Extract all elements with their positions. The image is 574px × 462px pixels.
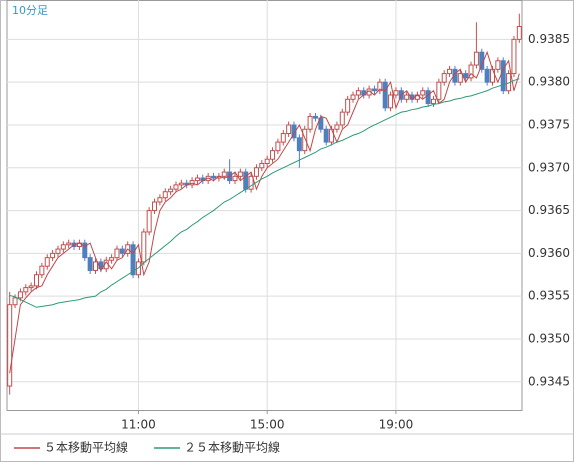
candle-body [447,68,453,75]
candle-body [141,231,147,263]
candle-body [420,90,426,96]
candle-body [345,98,351,113]
candle-body [119,248,125,254]
candle-body [511,38,517,75]
candle-body [318,117,324,130]
candle-body [87,257,93,271]
candle-body [168,188,174,193]
y-tick-label: 0.9350 [528,331,570,345]
candle-body [296,137,302,152]
candle-body [286,124,292,135]
candle-body [500,60,506,92]
candle-body [436,81,442,100]
candle-body [28,285,34,289]
candle-body [291,124,297,139]
candle-body [34,274,40,287]
y-tick-label: 0.9375 [528,117,570,131]
y-tick-label: 0.9385 [528,32,570,46]
candle-body [50,252,56,259]
candle-body [253,167,259,177]
plot-area [6,0,523,411]
candle-body [109,257,115,261]
candle-body [12,297,18,306]
candle-body [463,73,469,79]
legend-label: ２５本移動平均線 [184,440,280,455]
candle-body [93,261,99,271]
candle-body [211,175,217,179]
candle-body [264,158,270,164]
ma-line [9,50,520,374]
candle-body [82,242,88,259]
candle-body [237,171,243,177]
candle-body [55,248,61,254]
candle-body [355,90,361,96]
candle-body [489,68,495,83]
x-tick-label: 19:00 [379,418,414,432]
y-tick-label: 0.9345 [528,374,570,388]
candle-body [44,257,50,267]
y-tick-label: 0.9355 [528,289,570,303]
candle-body [339,111,345,126]
candle-body [259,162,265,169]
candle-body [307,115,313,130]
candle-body [388,94,394,109]
candle-body [473,51,479,66]
candle-body [130,244,136,276]
candle-body [457,73,463,83]
candle-body [194,177,200,182]
candle-body [350,94,356,100]
candle-body [114,248,120,259]
candle-body [23,287,29,293]
candle-body [430,98,436,105]
candle-body [371,88,377,92]
candle-body [441,73,447,83]
ma-line [9,78,520,308]
y-tick-label: 0.9365 [528,203,570,217]
candle-body [334,124,340,130]
candle-body [425,90,431,105]
candle-body [452,68,458,83]
candle-body [248,175,254,190]
candle-body [323,128,329,143]
y-tick-label: 0.9360 [528,246,570,260]
candle-body [39,265,45,276]
candle-body [7,304,13,387]
x-tick-label: 11:00 [121,418,156,432]
candle-body [516,26,522,40]
candle-body [312,115,318,119]
candle-body [404,94,410,100]
candle-body [173,184,179,190]
y-tick-label: 0.9380 [528,75,570,89]
candle-body [495,60,501,70]
candle-body [66,242,72,246]
candle-body [146,210,152,233]
y-tick-label: 0.9370 [528,160,570,174]
candle-body [484,68,490,83]
candle-body [280,133,286,143]
candle-body [152,201,158,212]
x-tick-label: 15:00 [250,418,285,432]
candle-body [377,81,383,92]
candle-body [178,182,184,186]
candle-body [270,150,276,160]
candle-body [468,64,474,79]
candle-body [162,191,168,199]
candle-body [221,171,227,177]
candle-body [157,197,163,203]
candle-body [60,244,66,250]
candle-body [275,141,281,152]
candle-body [393,90,399,96]
legend-label: ５本移動平均線 [44,440,128,455]
candle-body [232,175,238,182]
candle-body [17,291,23,299]
candle-body [382,81,388,109]
chart-title: 10分足 [12,4,48,17]
candle-body [329,128,335,143]
candle-body [302,128,308,152]
